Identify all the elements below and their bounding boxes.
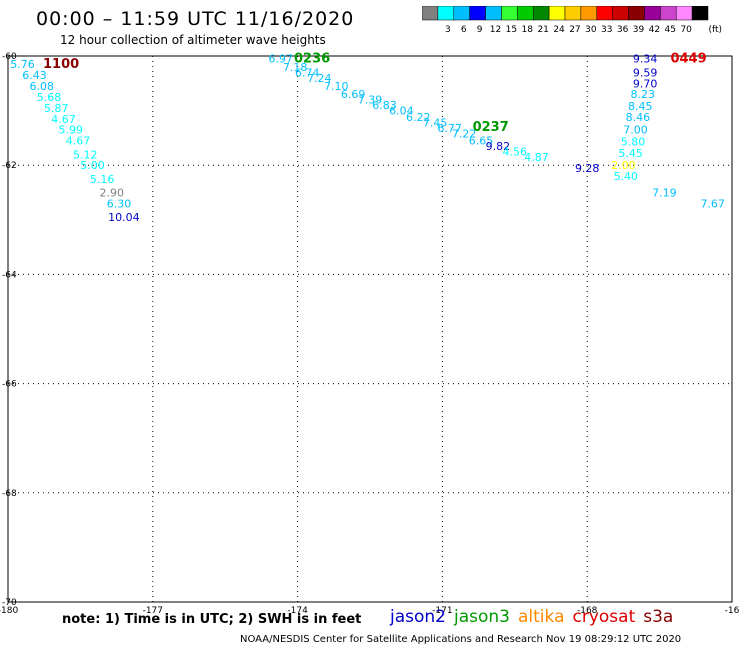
swh-value: 4.67: [51, 113, 76, 126]
x-tick-label: -177: [143, 606, 163, 616]
swh-value: 6.65: [469, 135, 494, 148]
swh-value: 7.10: [324, 80, 349, 93]
credit-line: NOAA/NESDIS Center for Satellite Applica…: [240, 634, 682, 645]
colorbar-label: 27: [569, 25, 580, 34]
plot-frame: [7, 55, 733, 603]
swh-value: 8.23: [630, 88, 655, 101]
footnote: note: 1) Time is in UTC; 2) SWH is in fe…: [62, 612, 362, 627]
x-tick-label: -16: [725, 606, 740, 616]
swh-value: 7.67: [700, 197, 725, 210]
colorbar-label: 36: [617, 25, 629, 34]
swh-value: 6.97: [268, 53, 293, 66]
swh-value: 5.76: [10, 58, 35, 71]
swh-value: 5.12: [73, 148, 98, 161]
swh-value: 6.22: [406, 111, 431, 124]
swh-value: 8.46: [626, 111, 651, 124]
satellite-legend: jason2 jason3 altika cryosat s3a: [390, 607, 681, 627]
swh-value: 10.04: [108, 211, 140, 224]
swh-value: 9.28: [575, 162, 600, 175]
colorbar-label: 6: [461, 25, 467, 34]
y-tick-label: -70: [2, 598, 17, 608]
swh-value: 7.18: [283, 61, 308, 74]
colorbar-label: 70: [680, 25, 692, 34]
colorbar-label: 15: [506, 25, 517, 34]
swh-value: 5.99: [58, 124, 83, 137]
swh-value: 7.22: [452, 128, 477, 141]
satellite-name: jason2: [390, 607, 446, 627]
pass-time-label: 0236: [294, 52, 330, 67]
y-tick-label: -66: [2, 380, 17, 390]
colorbar-unit: (ft): [708, 25, 722, 34]
pass-time-label: 0449: [670, 52, 706, 67]
pass-time-label: 0237: [473, 120, 509, 135]
swh-value: 9.70: [633, 77, 658, 90]
swh-value: 7.45: [423, 117, 448, 130]
swh-value: 6.83: [372, 99, 397, 112]
swh-value: 5.16: [90, 173, 115, 186]
y-tick-label: -64: [2, 270, 17, 280]
color-scale-legend: 3 6 9 12 15 18 21 24 27 30 33 36 39 42 45 70 (ft): [422, 6, 722, 34]
swh-value: 5.00: [80, 159, 105, 172]
pass-time-label: 1100: [43, 57, 79, 72]
colorbar-label: 45: [665, 25, 676, 34]
swh-value: 7.39: [358, 94, 383, 107]
swh-value: 6.08: [30, 80, 55, 93]
swh-value: 5.68: [37, 91, 62, 104]
swh-value: 7.19: [652, 187, 677, 200]
colorbar-label: 30: [585, 25, 597, 34]
swh-value: 6.69: [341, 88, 366, 101]
colorbar-swatch: [691, 6, 709, 21]
colorbar-label: 39: [633, 25, 645, 34]
y-tick-label: -60: [2, 52, 17, 62]
swh-value: 6.77: [437, 122, 462, 135]
colorbar-label: 42: [649, 25, 660, 34]
satellite-name: cryosat: [572, 607, 636, 627]
swh-value: 6.43: [22, 69, 47, 82]
swh-value: 6.74: [295, 66, 320, 79]
swh-value: 7.24: [307, 72, 332, 85]
swh-value: 9.34: [633, 53, 658, 66]
swh-value: 4.67: [66, 135, 91, 148]
swh-value: 9.82: [486, 140, 511, 153]
satellite-name: s3a: [643, 607, 674, 627]
colorbar-label: 9: [477, 25, 483, 34]
chart-title: 00:00 – 11:59 UTC 11/16/2020: [36, 8, 355, 30]
colorbar-label: 33: [601, 25, 612, 34]
x-tick-label: -180: [0, 606, 18, 616]
satellite-name: jason3: [454, 607, 510, 627]
swh-value: 5.40: [614, 170, 639, 183]
swh-value: 8.45: [628, 100, 653, 113]
swh-value: 4.87: [524, 151, 549, 164]
swh-value: 5.45: [618, 147, 643, 160]
x-tick-label: -171: [432, 606, 452, 616]
swh-value: 2.00: [611, 159, 636, 172]
swh-value: 2.90: [100, 187, 125, 200]
swh-value: 6.30: [107, 197, 132, 210]
y-tick-label: -68: [2, 489, 17, 499]
x-tick-label: -174: [287, 606, 308, 616]
colorbar-label: 12: [490, 25, 501, 34]
colorbar-label: 3: [445, 25, 451, 34]
satellite-name: altika: [518, 607, 565, 627]
swh-value: 9.59: [633, 66, 658, 79]
chart-subtitle: 12 hour collection of altimeter wave hei…: [60, 33, 326, 47]
colorbar-label: 21: [537, 25, 548, 34]
swh-value: 7.00: [623, 124, 648, 137]
swh-value: 4.56: [503, 146, 528, 159]
y-tick-label: -62: [2, 161, 17, 171]
colorbar-label: 18: [522, 25, 534, 34]
colorbar-label: 24: [553, 25, 565, 34]
swh-value: 5.87: [44, 102, 69, 115]
swh-value: 5.80: [621, 136, 646, 149]
swh-value: 6.04: [389, 105, 414, 118]
x-tick-label: -168: [577, 606, 598, 616]
